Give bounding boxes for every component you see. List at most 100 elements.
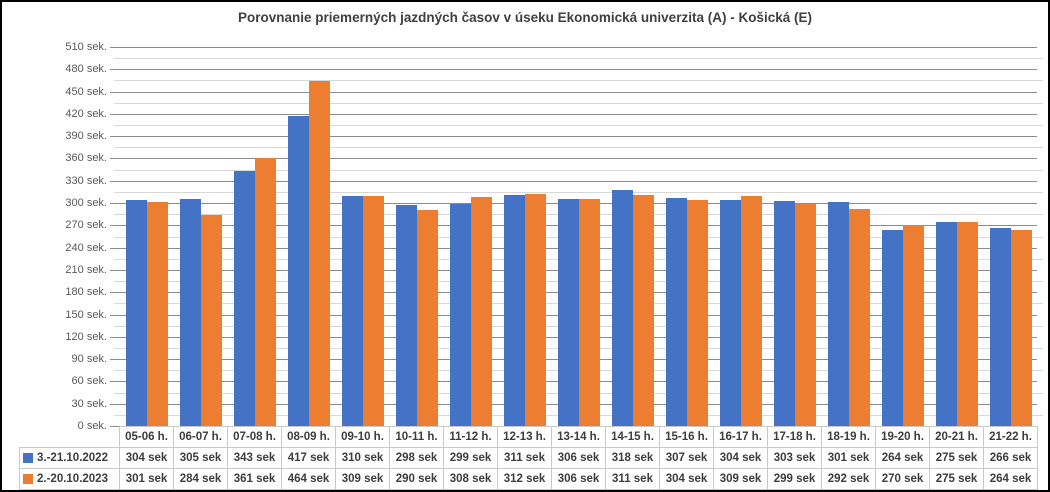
value-cell: 298 sek xyxy=(389,447,444,469)
major-gridline xyxy=(110,136,1037,138)
value-cell: 292 sek xyxy=(821,468,876,490)
value-cell: 275 sek xyxy=(929,468,984,490)
bar-2.-20.10.2023-10-11 h. xyxy=(417,210,438,426)
minor-gridline xyxy=(114,102,1043,104)
column-header: 10-11 h. xyxy=(389,426,444,448)
y-axis-label: 0 sek. xyxy=(77,420,107,432)
data-table: 05-06 h. 06-07 h. 07-08 h. 08-09 h. 09-10 h.… xyxy=(19,426,1038,490)
y-axis-label: 270 sek. xyxy=(65,219,107,232)
bar-3.-21.10.2022-15-16 h. xyxy=(666,197,687,426)
value-cell: 264 sek xyxy=(875,447,930,469)
value-cell: 299 sek xyxy=(443,447,498,469)
value-cell: 308 sek xyxy=(443,468,498,490)
bar-3.-21.10.2022-09-10 h. xyxy=(342,195,363,426)
value-cell: 301 sek xyxy=(119,468,174,490)
bar-3.-21.10.2022-17-18 h. xyxy=(774,200,795,426)
bar-3.-21.10.2022-21-22 h. xyxy=(990,228,1011,426)
column-header: 20-21 h. xyxy=(929,426,984,448)
bar-2.-20.10.2023-19-20 h. xyxy=(903,225,924,426)
table-header-row: 05-06 h. 06-07 h. 07-08 h. 08-09 h. 09-10 h.… xyxy=(20,426,1038,448)
column-header: 21-22 h. xyxy=(983,426,1038,448)
bar-3.-21.10.2022-06-07 h. xyxy=(180,199,201,426)
bar-3.-21.10.2022-18-19 h. xyxy=(828,202,849,426)
value-cell: 311 sek xyxy=(605,468,660,490)
y-axis-label: 240 sek. xyxy=(65,241,107,254)
column-header: 07-08 h. xyxy=(227,426,282,448)
bar-2.-20.10.2023-06-07 h. xyxy=(201,214,222,426)
value-cell: 310 sek xyxy=(335,447,390,469)
y-axis-label: 180 sek. xyxy=(65,286,107,299)
value-cell: 270 sek xyxy=(875,468,930,490)
bar-2.-20.10.2023-07-08 h. xyxy=(255,157,276,426)
column-header: 14-15 h. xyxy=(605,426,660,448)
legend-cell: 2.-20.10.2023 xyxy=(19,468,120,490)
legend-label: 2.-20.10.2023 xyxy=(37,473,108,485)
column-header: 16-17 h. xyxy=(713,426,768,448)
column-header: 11-12 h. xyxy=(443,426,498,448)
value-cell: 290 sek xyxy=(389,468,444,490)
value-cell: 318 sek xyxy=(605,447,660,469)
column-header: 09-10 h. xyxy=(335,426,390,448)
bar-3.-21.10.2022-11-12 h. xyxy=(450,203,471,426)
bar-2.-20.10.2023-12-13 h. xyxy=(525,194,546,426)
bar-3.-21.10.2022-19-20 h. xyxy=(882,229,903,426)
bar-2.-20.10.2023-14-15 h. xyxy=(633,194,654,426)
bar-3.-21.10.2022-16-17 h. xyxy=(720,200,741,426)
minor-gridline xyxy=(114,80,1043,82)
corner-cell xyxy=(20,427,120,448)
y-axis-label: 300 sek. xyxy=(65,197,107,210)
y-axis-label: 480 sek. xyxy=(65,63,107,76)
bar-3.-21.10.2022-13-14 h. xyxy=(558,198,579,426)
major-gridline xyxy=(110,69,1037,71)
value-cell: 304 sek xyxy=(119,447,174,469)
value-cell: 306 sek xyxy=(551,468,606,490)
table-row: 2.-20.10.2023 301 sek 284 sek 361 sek 464 se… xyxy=(19,468,1038,490)
column-header: 19-20 h. xyxy=(875,426,930,448)
bar-2.-20.10.2023-09-10 h. xyxy=(363,196,384,426)
legend-label: 3.-21.10.2022 xyxy=(37,452,108,464)
minor-gridline xyxy=(114,58,1043,60)
bar-3.-21.10.2022-05-06 h. xyxy=(126,200,147,426)
column-header: 15-16 h. xyxy=(659,426,714,448)
value-cell: 464 sek xyxy=(281,468,336,490)
value-cell: 361 sek xyxy=(227,468,282,490)
value-cell: 284 sek xyxy=(173,468,228,490)
value-cell: 303 sek xyxy=(767,447,822,469)
bar-3.-21.10.2022-14-15 h. xyxy=(612,189,633,426)
value-cell: 266 sek xyxy=(983,447,1038,469)
column-header: 17-18 h. xyxy=(767,426,822,448)
value-cell: 312 sek xyxy=(497,468,552,490)
minor-gridline xyxy=(114,169,1043,171)
bar-2.-20.10.2023-16-17 h. xyxy=(741,196,762,426)
value-cell: 304 sek xyxy=(659,468,714,490)
major-gridline xyxy=(110,113,1037,115)
bar-2.-20.10.2023-08-09 h. xyxy=(309,81,330,426)
bar-2.-20.10.2023-05-06 h. xyxy=(147,202,168,426)
x-axis-tick xyxy=(110,426,120,427)
chart-title: Porovnanie priemerných jazdných časov v … xyxy=(238,10,812,25)
column-header: 12-13 h. xyxy=(497,426,552,448)
value-cell: 275 sek xyxy=(929,447,984,469)
y-axis-label: 510 sek. xyxy=(65,41,107,53)
y-axis-label: 330 sek. xyxy=(65,174,107,187)
y-axis-label: 30 sek. xyxy=(71,397,107,410)
bar-3.-21.10.2022-20-21 h. xyxy=(936,221,957,426)
minor-gridline xyxy=(114,125,1043,127)
value-cell: 309 sek xyxy=(335,468,390,490)
bar-2.-20.10.2023-17-18 h. xyxy=(795,203,816,426)
value-cell: 301 sek xyxy=(821,447,876,469)
bar-3.-21.10.2022-12-13 h. xyxy=(504,194,525,426)
value-cell: 304 sek xyxy=(713,447,768,469)
value-cell: 343 sek xyxy=(227,447,282,469)
bar-2.-20.10.2023-20-21 h. xyxy=(957,221,978,426)
bar-2.-20.10.2023-18-19 h. xyxy=(849,209,870,426)
legend-cell: 3.-21.10.2022 xyxy=(19,447,120,469)
value-cell: 264 sek xyxy=(983,468,1038,490)
legend-swatch-icon xyxy=(23,474,33,484)
y-axis-label: 360 sek. xyxy=(65,152,107,165)
column-header: 08-09 h. xyxy=(281,426,336,448)
y-axis-label: 90 sek. xyxy=(71,353,107,366)
value-cell: 311 sek xyxy=(497,447,552,469)
minor-gridline xyxy=(114,191,1043,193)
